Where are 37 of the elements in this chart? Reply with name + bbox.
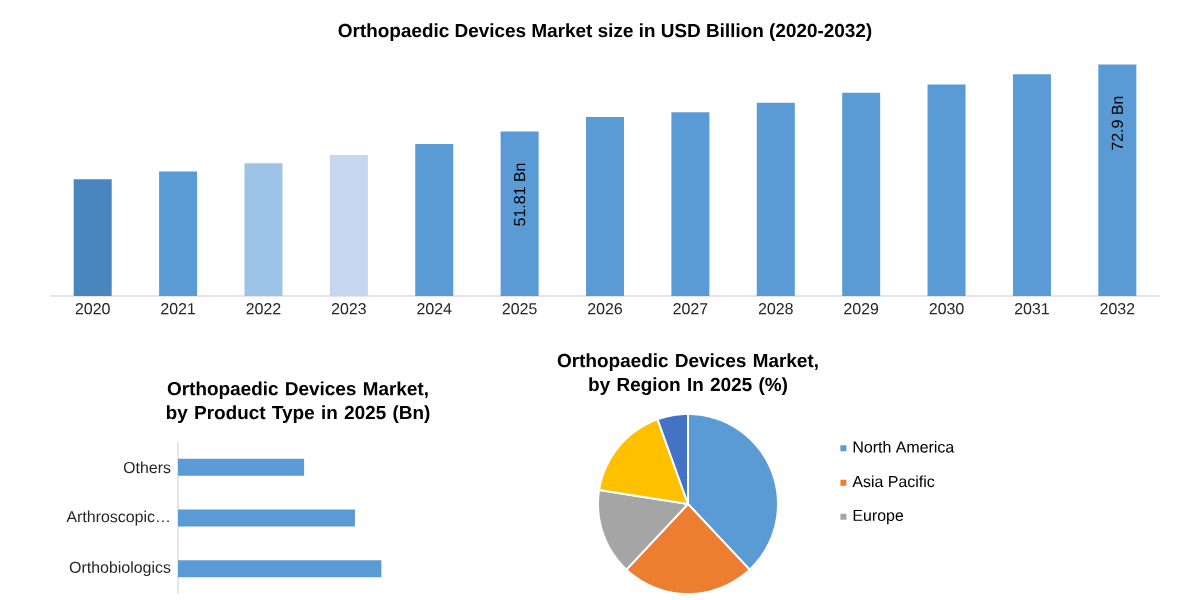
x-tick-label: 2026: [588, 303, 623, 315]
bar: [842, 92, 881, 296]
x-tick-label: 2021: [161, 303, 196, 315]
data-label: 51.81 Bn: [513, 163, 526, 226]
legend-label: North America: [853, 440, 955, 453]
y-tick-label: Orthobiologics: [69, 561, 171, 577]
bar: [244, 163, 283, 296]
chart-title: Orthopaedic Devices Market, by Region In 2025 (%): [557, 353, 818, 395]
x-tick-label: 2031: [1015, 303, 1049, 315]
bar: [500, 131, 539, 296]
bar: [329, 155, 368, 296]
x-tick-label: 2032: [1100, 303, 1135, 315]
x-tick-label: 2029: [844, 303, 879, 315]
legend-label: Asia Pacific: [852, 475, 935, 488]
legend-label: Europe: [853, 509, 904, 525]
x-tick-label: 2022: [246, 303, 281, 315]
bar: [927, 84, 966, 296]
bar: [415, 143, 454, 296]
data-label: 72.9 Bn: [1111, 96, 1123, 150]
x-tick-label: 2020: [75, 303, 110, 315]
x-tick-label: 2024: [417, 303, 452, 315]
chart-title: Orthopaedic Devices Market size in USD Billion (2020-2032): [338, 23, 872, 42]
x-tick-label: 2028: [758, 303, 793, 315]
x-tick-label: 2027: [673, 303, 708, 315]
x-tick-label: 2030: [929, 303, 964, 315]
bar: [586, 116, 625, 296]
bar: [1012, 74, 1051, 296]
bar: [73, 179, 112, 296]
x-tick-label: 2023: [331, 303, 366, 315]
bar: [159, 171, 198, 296]
y-tick-label: Others: [123, 461, 171, 474]
bar: [1098, 64, 1137, 296]
bar: [671, 112, 710, 296]
y-tick-label: Arthroscopic…: [66, 510, 169, 526]
chart-title: Orthopaedic Devices Market, by Product Type in 2025 (Bn): [166, 381, 430, 424]
bar: [756, 102, 795, 296]
x-tick-label: 2025: [502, 303, 537, 315]
